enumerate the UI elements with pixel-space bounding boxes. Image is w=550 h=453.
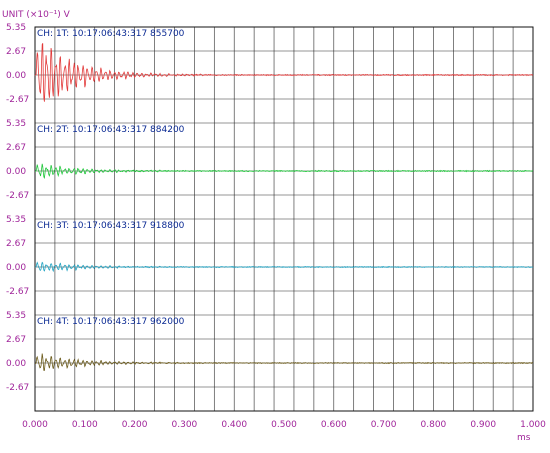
x-tick-label: 0.100 [72, 420, 98, 430]
y-tick-label: -2.67 [6, 383, 29, 393]
channel-label: CH: 3T: 10:17:06:43:317 918800 [37, 221, 185, 231]
series-line-ch3 [34, 261, 534, 273]
series-layer [34, 43, 534, 371]
y-tick-label: 0.00 [6, 359, 26, 369]
y-tick-label: 5.35 [6, 23, 26, 33]
x-tick-label: 0.000 [22, 420, 48, 430]
y-tick-label: -2.67 [6, 191, 29, 201]
x-tick-label: 0.500 [271, 420, 297, 430]
y-tick-label: -2.67 [6, 287, 29, 297]
x-tick-label: 0.800 [421, 420, 447, 430]
grid [34, 26, 534, 412]
y-tick-label: 0.00 [6, 167, 26, 177]
series-line-ch4 [34, 353, 534, 371]
y-tick-label: 5.35 [6, 311, 26, 321]
plot-frame [34, 26, 534, 412]
x-axis-unit: ms [517, 433, 531, 443]
labels-layer: 5.35 2.67 0.00 -2.67 CH: 1T: 10:17:06:43:317… [6, 23, 546, 430]
channel-label: CH: 2T: 10:17:06:43:317 884200 [37, 125, 185, 135]
channel-label: CH: 4T: 10:17:06:43:317 962000 [37, 317, 185, 327]
y-tick-label: 0.00 [6, 71, 26, 81]
unit-label: UNIT (×10⁻¹) V [2, 10, 71, 20]
y-tick-label: 2.67 [6, 335, 26, 345]
x-tick-label: 0.300 [172, 420, 198, 430]
y-tick-label: 2.67 [6, 47, 26, 57]
y-tick-label: 0.00 [6, 263, 26, 273]
x-tick-label: 0.600 [321, 420, 347, 430]
series-line-ch1 [34, 43, 534, 102]
y-tick-label: 5.35 [6, 119, 26, 129]
y-tick-label: -2.67 [6, 95, 29, 105]
channel-label: CH: 1T: 10:17:06:43:317 855700 [37, 29, 185, 39]
y-tick-label: 2.67 [6, 143, 26, 153]
y-tick-label: 2.67 [6, 239, 26, 249]
x-tick-label: 0.400 [221, 420, 247, 430]
y-tick-label: 5.35 [6, 215, 26, 225]
series-line-ch2 [34, 163, 534, 179]
x-tick-label: 1.000 [520, 420, 546, 430]
x-tick-label: 0.900 [470, 420, 496, 430]
x-tick-label: 0.700 [371, 420, 397, 430]
x-tick-label: 0.200 [122, 420, 148, 430]
